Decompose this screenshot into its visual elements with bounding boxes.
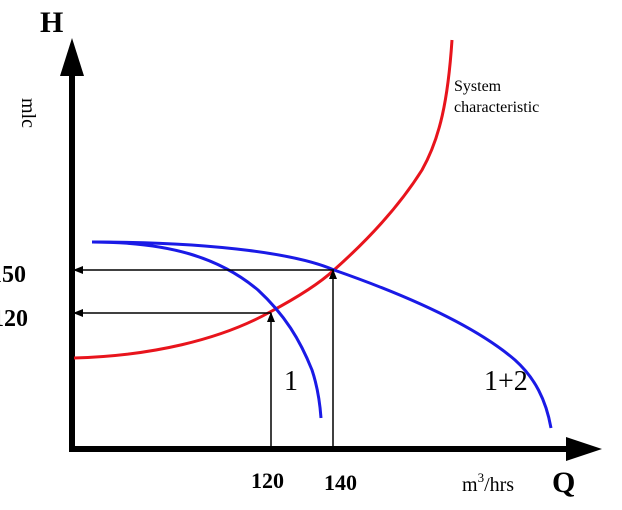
system-characteristic-curve bbox=[73, 39, 454, 360]
pump-parallel-label: 1+2 bbox=[484, 366, 528, 397]
y-axis-arrowhead bbox=[60, 38, 84, 76]
x-axis-unit-base: m bbox=[462, 474, 478, 496]
x-axis-arrowhead bbox=[566, 437, 602, 461]
x-axis-unit: m3/hrs bbox=[462, 470, 514, 496]
system-label-line2: characteristic bbox=[454, 99, 539, 116]
system-label-line1: System bbox=[454, 78, 502, 95]
y-axis-letter: H bbox=[40, 6, 63, 39]
x-axis-unit-rest: /hrs bbox=[484, 474, 514, 496]
x-axis-unit-superscript: 3 bbox=[478, 470, 485, 485]
pump-single-label: 1 bbox=[284, 366, 298, 397]
y-axis-unit: mlc bbox=[17, 98, 39, 128]
pump-curve-single bbox=[91, 240, 323, 419]
x-axis-letter: Q bbox=[552, 466, 575, 499]
y-tick-label-120: 120 bbox=[0, 306, 28, 332]
x-tick-label-140: 140 bbox=[324, 470, 357, 495]
pump-curve-parallel bbox=[91, 240, 553, 429]
x-tick-label-120: 120 bbox=[251, 468, 284, 493]
y-tick-label-150: 150 bbox=[0, 262, 26, 288]
